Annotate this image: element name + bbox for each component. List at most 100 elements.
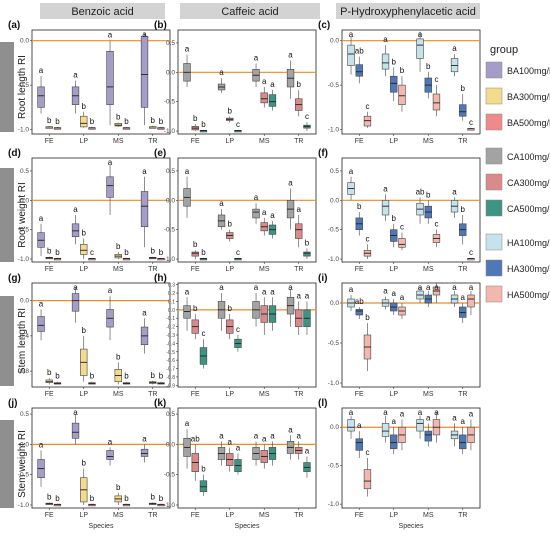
panel-letter-b: (b) <box>154 20 167 31</box>
x-tick-label: LP <box>79 266 88 273</box>
significance-letter: b <box>116 242 121 251</box>
significance-letter: c <box>236 248 240 257</box>
box-HA500mg/L-TR <box>467 294 475 308</box>
significance-letter: a <box>297 205 302 214</box>
significance-letter: a <box>469 283 474 292</box>
box-HA500mg/L-MS <box>432 93 441 111</box>
y-tick-label: 0.5 <box>20 411 29 418</box>
significance-letter: b <box>228 106 233 115</box>
legend-swatch-CA100mg/L <box>485 147 503 165</box>
x-tick-label: FE <box>45 391 54 398</box>
significance-letter: a <box>426 413 431 422</box>
significance-letter: ab <box>416 187 425 196</box>
significance-letter: a <box>357 421 362 430</box>
column-header-2: Caffeic acid <box>221 6 278 18</box>
box-BA100mg/L-FE <box>37 316 45 332</box>
x-tick-label: MS <box>423 512 434 519</box>
panel-letter-k: (k) <box>154 398 166 409</box>
x-tick-label: FE <box>355 138 364 145</box>
significance-letter: b <box>201 248 206 257</box>
x-tick-label: MS <box>259 391 270 398</box>
y-tick-label: 0.0 <box>168 308 175 314</box>
box-HA100mg/L-LP <box>381 200 390 216</box>
y-tick-label: 0.0 <box>20 298 29 305</box>
row-header-4: Stem weight RI <box>17 430 28 498</box>
significance-letter: a <box>73 283 78 292</box>
x-tick-label: TR <box>458 266 467 273</box>
significance-letter: b <box>47 247 52 256</box>
significance-letter: a <box>297 291 302 300</box>
row-labels: Root length RI Root weight RI Stem length … <box>0 42 28 508</box>
box-BA300mg/L-LP <box>80 115 88 128</box>
box-HA100mg/L-LP <box>381 423 390 437</box>
significance-letter: a <box>185 167 190 176</box>
y-tick-label: -0.5 <box>18 472 30 479</box>
x-tick-label: LP <box>79 391 88 398</box>
box-CA500mg/L-TR <box>303 251 311 257</box>
box-HA300mg/L-LP <box>390 75 398 93</box>
x-axis-title-1: Species <box>89 523 114 530</box>
significance-letter: a <box>418 408 423 417</box>
panel-frame <box>177 282 317 388</box>
legend-swatch-HA300mg/L <box>485 259 503 277</box>
y-tick-label: -0.5 <box>164 472 176 479</box>
significance-letter: ab <box>355 47 364 56</box>
legend-label-HA100mg/L: HA100mg/L <box>507 238 550 248</box>
box-BA100mg/L-MS <box>106 450 114 460</box>
x-tick-label: TR <box>294 512 303 519</box>
y-tick-label: -0.7 <box>166 367 175 373</box>
column-header-3: P-Hydroxyphenylacetic acid <box>340 6 476 18</box>
legend-label-BA100mg/L: BA100mg/L <box>507 66 550 76</box>
significance-letter: a <box>434 283 439 292</box>
column-headers: Benzoic acid Caffeic acid P-Hydroxyphenyla… <box>40 3 480 19</box>
box-CA300mg/L-TR <box>295 223 303 239</box>
significance-letter: a <box>254 431 259 440</box>
significance-letter: a <box>142 167 147 176</box>
y-tick-label: -1.0 <box>328 501 340 508</box>
y-tick-label: -0.2 <box>166 325 175 331</box>
significance-letter: a <box>349 408 354 417</box>
panel-letter-i: (i) <box>318 273 327 284</box>
column-header-bg <box>336 3 480 19</box>
significance-letter: a <box>418 283 423 292</box>
significance-letter: a <box>262 287 267 296</box>
significance-letter: a <box>383 287 388 296</box>
significance-letter: a <box>305 446 310 455</box>
significance-letter: a <box>108 437 113 446</box>
significance-letter: a <box>452 413 457 422</box>
x-tick-label: TR <box>148 512 157 519</box>
significance-letter: b <box>47 493 52 502</box>
x-tick-label: FE <box>191 138 200 145</box>
x-tick-label: LP <box>79 138 88 145</box>
significance-letter: a <box>142 434 147 443</box>
significance-letter: b <box>82 326 87 335</box>
significance-letter: c <box>201 329 205 338</box>
x-tick-label: LP <box>225 138 234 145</box>
significance-letter: a <box>418 30 423 39</box>
box-CA500mg/L-FE <box>199 480 208 492</box>
panel-letter-f: (f) <box>318 148 328 159</box>
legend-swatch-BA500mg/L <box>485 113 503 131</box>
significance-letter: a <box>219 199 224 208</box>
significance-letter: a <box>185 287 190 296</box>
legend-swatch-CA500mg/L <box>485 199 503 217</box>
significance-letter: b <box>461 84 466 93</box>
significance-letter: a <box>185 45 190 54</box>
y-tick-label: 0.0 <box>20 197 29 204</box>
x-tick-label: TR <box>148 138 157 145</box>
x-tick-label: LP <box>225 266 234 273</box>
box-BA100mg/L-LP <box>71 223 80 238</box>
box-HA300mg/L-LP <box>390 434 398 450</box>
y-tick-label: -0.6 <box>166 358 175 364</box>
box-HA300mg/L-FE <box>355 64 363 77</box>
y-tick-label: -0.5 <box>166 350 175 356</box>
panel-letter-j: (j) <box>8 398 17 409</box>
x-tick-label: FE <box>355 391 364 398</box>
significance-letter: b <box>297 80 302 89</box>
box-HA300mg/L-MS <box>424 430 432 442</box>
significance-letter: a <box>262 208 267 217</box>
